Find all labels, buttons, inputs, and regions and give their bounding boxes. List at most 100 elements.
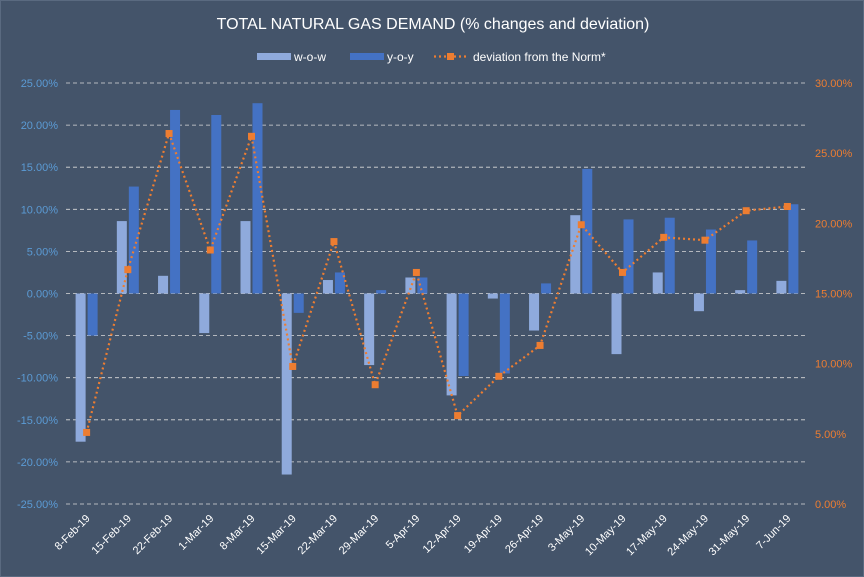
bar-y-o-y (623, 219, 634, 294)
deviation-marker (248, 132, 255, 140)
bar-y-o-y (128, 186, 139, 294)
deviation-marker (412, 268, 420, 276)
bar-y-o-y (334, 272, 345, 294)
bar-y-o-y (747, 240, 758, 294)
bar-y-o-y (417, 277, 428, 294)
left-tick-label: -15.00% (17, 415, 58, 427)
left-tick-label: 0.00% (27, 289, 58, 301)
bar-y-o-y (664, 217, 675, 294)
deviation-line (85, 129, 788, 433)
left-tick-label: -5.00% (23, 331, 58, 343)
x-tick-label: 15-Mar-19 (254, 513, 298, 557)
right-tick-label: 0.00% (815, 499, 846, 511)
bar-w-o-w (75, 293, 86, 442)
bar-y-o-y (211, 114, 222, 294)
bar-y-o-y (582, 168, 593, 294)
x-tick-label: 31-May-19 (707, 513, 753, 559)
deviation-marker (83, 428, 91, 436)
deviation-marker (330, 238, 338, 246)
bar-w-o-w (199, 293, 210, 334)
bar-w-o-w (735, 290, 746, 294)
deviation-marker (289, 362, 297, 370)
legend-label-wow: w-o-w (293, 50, 326, 64)
x-tick-label: 19-Apr-19 (462, 513, 505, 556)
bar-w-o-w (405, 277, 416, 294)
x-tick-label: 24-May-19 (665, 513, 711, 559)
bar-w-o-w (652, 272, 663, 294)
left-tick-label: 15.00% (21, 162, 59, 174)
bar-w-o-w (487, 293, 498, 299)
left-tick-label: -10.00% (17, 373, 58, 385)
legend: w-o-w y-o-y deviation from the Norm* (257, 50, 606, 64)
deviation-marker (371, 381, 379, 389)
x-tick-label: 10-May-19 (583, 513, 629, 559)
bar-y-o-y (541, 283, 552, 294)
legend-marker-deviation (447, 53, 454, 60)
left-tick-label: 20.00% (21, 120, 59, 132)
x-tick-label: 26-Apr-19 (503, 513, 546, 556)
legend-label-deviation: deviation from the Norm* (473, 50, 606, 64)
plot-area: 25.00% 20.00% 15.00% 10.00% 5.00% 0.00% -5.00%… (17, 78, 853, 558)
bar-w-o-w (322, 280, 333, 294)
x-tick-label: 22-Feb-19 (131, 513, 175, 557)
bar-y-o-y (170, 109, 181, 294)
left-tick-label: 10.00% (21, 204, 59, 216)
deviation-marker (701, 236, 709, 244)
bar-w-o-w (158, 275, 169, 294)
deviation-marker (536, 341, 544, 349)
x-tick-label: 1-Mar-19 (176, 513, 216, 553)
right-tick-label: 15.00% (815, 289, 853, 301)
right-tick-label: 10.00% (815, 359, 853, 371)
deviation-marker (577, 221, 585, 229)
bar-y-o-y (499, 293, 510, 374)
bar-y-o-y (293, 293, 304, 313)
legend-label-yoy: y-o-y (387, 50, 414, 64)
bar-y-o-y (705, 229, 716, 294)
right-tick-label: 20.00% (815, 218, 853, 230)
bar-w-o-w (776, 280, 787, 294)
deviation-marker (495, 372, 503, 380)
bar-y-o-y (87, 293, 98, 336)
legend-swatch-yoy (350, 53, 384, 60)
left-tick-label: 25.00% (21, 78, 59, 90)
left-tick-label: 5.00% (27, 246, 58, 258)
deviation-marker (660, 233, 668, 241)
bar-w-o-w (529, 293, 540, 331)
left-tick-label: -25.00% (17, 499, 58, 511)
x-tick-label: 29-Mar-19 (337, 513, 381, 557)
x-tick-label: 8-Mar-19 (218, 513, 258, 553)
right-tick-label: 30.00% (815, 78, 853, 90)
x-tick-label: 22-Mar-19 (296, 513, 340, 557)
bar-y-o-y (788, 204, 799, 294)
deviation-marker (206, 246, 214, 254)
right-tick-label: 5.00% (815, 429, 846, 441)
bar-w-o-w (281, 293, 292, 475)
x-tick-label: 15-Feb-19 (90, 513, 134, 557)
x-tick-label: 8-Feb-19 (53, 513, 93, 553)
deviation-marker (124, 266, 132, 274)
x-tick-label: 7-Jun-19 (754, 513, 793, 552)
bar-w-o-w (116, 221, 127, 294)
left-tick-label: -20.00% (17, 457, 58, 469)
x-tick-label: 12-Apr-19 (421, 513, 464, 556)
bar-y-o-y (376, 290, 387, 294)
deviation-marker (619, 268, 626, 276)
x-tick-label: 5-Apr-19 (384, 513, 423, 552)
deviation-marker (783, 202, 791, 210)
deviation-marker (742, 207, 750, 215)
bar-w-o-w (611, 293, 622, 355)
legend-swatch-wow (257, 53, 291, 60)
bar-w-o-w (570, 215, 581, 294)
right-tick-label: 25.00% (815, 148, 853, 160)
bar-w-o-w (446, 293, 457, 396)
bar-y-o-y (252, 103, 263, 294)
bar-w-o-w (364, 293, 375, 366)
deviation-marker (165, 130, 173, 138)
bar-w-o-w (693, 293, 704, 312)
x-tick-label: 17-May-19 (624, 513, 670, 559)
x-tick-label: 3-May-19 (546, 513, 587, 554)
chart-title: TOTAL NATURAL GAS DEMAND (% changes and … (217, 16, 650, 33)
bar-y-o-y (458, 293, 469, 377)
